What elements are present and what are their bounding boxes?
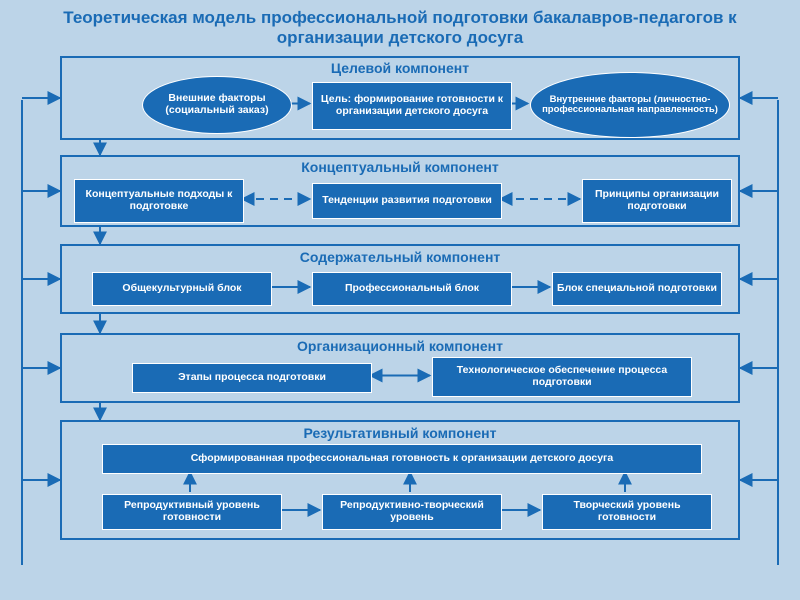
component-target: Целевой компонентВнешние факторы (социал…: [60, 56, 740, 140]
component-title-organizational: Организационный компонент: [62, 338, 738, 354]
box-special: Блок специальной подготовки: [552, 272, 722, 306]
box-creative: Творческий уровень готовности: [542, 494, 712, 530]
box-int-factors: Внутренние факторы (личностно-профессион…: [530, 72, 730, 138]
component-result: Результативный компонент Сформированная п…: [60, 420, 740, 540]
component-organizational: Организационный компонент Этапы процесса …: [60, 333, 740, 403]
component-title-result: Результативный компонент: [62, 425, 738, 441]
component-content: Содержательный компонент Общекультурный б…: [60, 244, 740, 314]
box-professional: Профессиональный блок: [312, 272, 512, 306]
box-cultural: Общекультурный блок: [92, 272, 272, 306]
box-repro-creative: Репродуктивно-творческий уровень: [322, 494, 502, 530]
box-stages: Этапы процесса подготовки: [132, 363, 372, 393]
component-conceptual: Концептуальный компонент Концептуальные п…: [60, 155, 740, 227]
box-principles: Принципы организации подготовки: [582, 179, 732, 223]
component-title-content: Содержательный компонент: [62, 249, 738, 265]
box-reproductive: Репродуктивный уровень готовности: [102, 494, 282, 530]
box-approaches: Концептуальные подходы к подготовке: [74, 179, 244, 223]
page-title: Теоретическая модель профессиональной по…: [0, 8, 800, 47]
box-trends: Тенденции развития подготовки: [312, 183, 502, 219]
component-title-conceptual: Концептуальный компонент: [62, 159, 738, 175]
box-readiness: Сформированная профессиональная готовнос…: [102, 444, 702, 474]
box-tech: Технологическое обеспечение процесса под…: [432, 357, 692, 397]
box-ext-factors: Внешние факторы (социальный заказ): [142, 76, 292, 134]
box-goal: Цель: формирование готовности к организа…: [312, 82, 512, 130]
